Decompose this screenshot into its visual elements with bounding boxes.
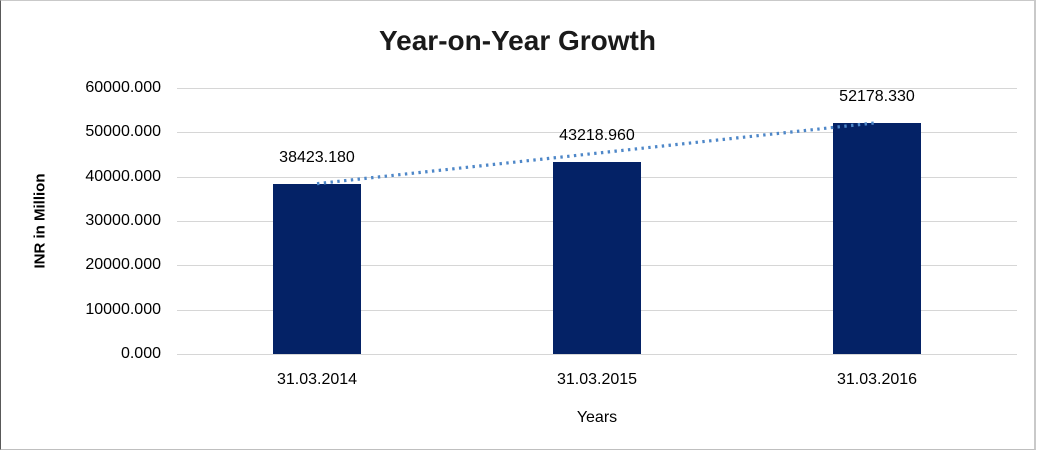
bar-value-label: 43218.960	[559, 127, 635, 144]
x-axis-title: Years	[576, 409, 618, 426]
x-tick-label: 31.03.2016	[836, 371, 918, 388]
y-tick-label: 10000.000	[85, 301, 161, 318]
bar-31.03.2014	[273, 184, 361, 354]
bar-31.03.2015	[553, 162, 641, 354]
x-tick-label: 31.03.2014	[276, 371, 358, 388]
gridline	[177, 354, 1017, 355]
bar-31.03.2016	[833, 123, 921, 354]
bar-value-label: 38423.180	[279, 149, 355, 166]
x-tick-label: 31.03.2015	[556, 371, 638, 388]
gridline	[177, 132, 1017, 133]
chart-title: Year-on-Year Growth	[379, 25, 656, 56]
y-tick-label: 30000.000	[85, 212, 161, 229]
plot-area	[177, 88, 1017, 355]
y-tick-label: 60000.000	[85, 79, 161, 96]
y-tick-label: 20000.000	[85, 256, 161, 273]
y-tick-label: 40000.000	[85, 168, 161, 185]
bar-value-label: 52178.330	[839, 88, 915, 105]
y-tick-label: 50000.000	[85, 123, 161, 140]
trendline	[316, 121, 878, 186]
y-tick-label: 0.000	[120, 345, 161, 362]
gridline	[177, 88, 1017, 89]
